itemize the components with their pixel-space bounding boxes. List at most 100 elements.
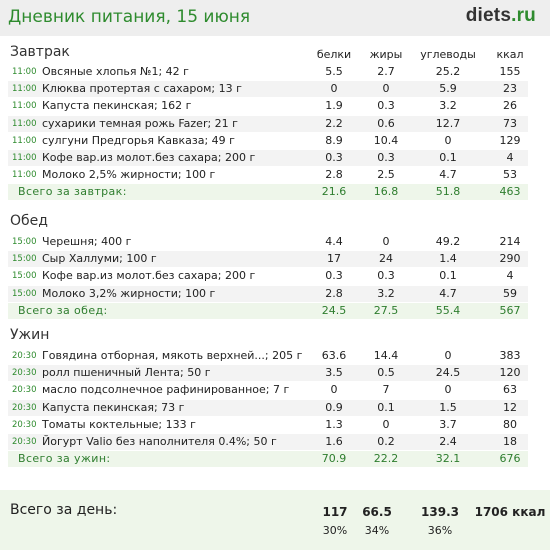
food-row[interactable]: 20:30 Говядина отборная, мякоть верхней..… (8, 348, 528, 364)
site-logo[interactable]: diets.ru (466, 5, 536, 27)
food-time: 11:00 (12, 67, 37, 77)
food-name[interactable]: Кофе вар.из молот.без сахара; 200 г (42, 269, 256, 283)
food-name[interactable]: Овсяные хлопья №1; 42 г (42, 65, 189, 78)
meal-total-kcal: 676 (499, 452, 521, 466)
food-time: 11:00 (12, 170, 37, 181)
food-fat: 0 (382, 235, 390, 248)
food-time: 20:30 (12, 351, 37, 361)
food-protein: 5.5 (325, 65, 343, 78)
food-carbs: 0.1 (439, 151, 457, 164)
food-carbs: 25.2 (435, 65, 461, 78)
food-fat: 24 (379, 252, 393, 266)
meal-total-label: Всего за завтрак: (18, 185, 127, 199)
food-protein: 2.8 (325, 168, 343, 182)
food-time: 20:30 (12, 419, 37, 430)
food-carbs: 24.5 (435, 366, 461, 380)
food-row[interactable]: 11:00 Молоко 2,5% жирности; 100 г 2.8 2.5 4.… (8, 167, 528, 184)
food-carbs: 1.5 (439, 400, 457, 414)
food-row[interactable]: 15:00 Кофе вар.из молот.без сахара; 200 г… (8, 268, 528, 285)
food-name[interactable]: Сыр Халлуми; 100 г (42, 252, 157, 266)
food-kcal: 290 (499, 252, 521, 266)
food-time: 15:00 (12, 237, 37, 247)
food-carbs: 0 (444, 133, 452, 147)
column-header-fat: жиры (369, 48, 403, 61)
food-time: 11:00 (12, 101, 37, 112)
food-protein: 1.6 (325, 435, 343, 448)
food-row[interactable]: 11:00 сулгуни Предгорья Кавказа; 49 г 8.9 1… (8, 132, 528, 149)
food-name[interactable]: Кофе вар.из молот.без сахара; 200 г (42, 151, 256, 164)
day-carbs-percent: 36% (427, 524, 453, 537)
food-protein: 0.3 (325, 151, 343, 164)
page-title: Дневник питания, 15 июня (8, 7, 251, 27)
food-protein: 0.3 (325, 269, 343, 283)
food-name[interactable]: Говядина отборная, мякоть верхней...; 20… (42, 349, 303, 362)
meal-total-carbs: 32.1 (435, 452, 461, 466)
food-fat: 0.1 (377, 400, 395, 414)
food-name[interactable]: Томаты коктельные; 133 г (42, 417, 196, 431)
food-time: 20:30 (12, 385, 37, 396)
food-name[interactable]: сухарики темная рожь Fazer; 21 г (42, 116, 238, 130)
food-row[interactable]: 11:00 Клюква протертая с сахаром; 13 г 0 0 5… (8, 81, 528, 98)
food-row[interactable]: 20:30 масло подсолнечное рафинированное; … (8, 382, 528, 399)
food-kcal: 12 (503, 400, 517, 414)
food-name[interactable]: Молоко 2,5% жирности; 100 г (42, 168, 216, 182)
day-total-protein: 117 (322, 505, 348, 519)
meal-total-row: Всего за обед: 24.5 27.5 55.4 567 (8, 302, 528, 319)
meal-total-kcal: 463 (499, 185, 521, 199)
food-carbs: 3.7 (439, 417, 457, 431)
food-kcal: 120 (499, 366, 521, 380)
food-kcal: 129 (499, 133, 521, 147)
food-time: 15:00 (12, 271, 37, 282)
food-row[interactable]: 20:30 Капуста пекинская; 73 г 0.9 0.1 1.5 12 (8, 399, 528, 416)
food-name[interactable]: Йогурт Valio без наполнителя 0.4%; 50 г (42, 435, 277, 448)
food-fat: 0.3 (377, 99, 395, 113)
food-name[interactable]: ролл пшеничный Лента; 50 г (42, 366, 211, 380)
food-row[interactable]: 15:00 Сыр Халлуми; 100 г 17 24 1.4 290 (8, 251, 528, 268)
food-carbs: 1.4 (439, 252, 457, 266)
food-kcal: 18 (503, 435, 517, 448)
food-protein: 2.8 (325, 286, 343, 300)
food-name[interactable]: Капуста пекинская; 73 г (42, 400, 185, 414)
food-fat: 0.3 (377, 151, 395, 164)
food-carbs: 0 (444, 349, 452, 362)
food-row[interactable]: 11:00 Кофе вар.из молот.без сахара; 200 г… (8, 150, 528, 166)
food-carbs: 3.2 (439, 99, 457, 113)
food-kcal: 383 (499, 349, 521, 362)
food-row[interactable]: 11:00 Капуста пекинская; 162 г 1.9 0.3 3.2 26 (8, 98, 528, 115)
food-name[interactable]: Клюква протертая с сахаром; 13 г (42, 82, 242, 96)
food-time: 11:00 (12, 135, 37, 146)
meal-total-fat: 16.8 (373, 185, 399, 199)
meal-total-fat: 27.5 (373, 303, 399, 317)
food-name[interactable]: Черешня; 400 г (42, 235, 132, 248)
meal-section-title: Завтрак (10, 44, 70, 60)
food-carbs: 0.1 (439, 269, 457, 283)
food-row[interactable]: 20:30 ролл пшеничный Лента; 50 г 3.5 0.5 24.… (8, 365, 528, 382)
food-name[interactable]: сулгуни Предгорья Кавказа; 49 г (42, 133, 235, 147)
food-fat: 3.2 (377, 286, 395, 300)
food-fat: 10.4 (373, 133, 399, 147)
food-fat: 14.4 (373, 349, 399, 362)
food-row[interactable]: 11:00 сухарики темная рожь Fazer; 21 г 2.2… (8, 115, 528, 132)
food-row[interactable]: 20:30 Томаты коктельные; 133 г 1.3 0 3.7 80 (8, 416, 528, 433)
meal-total-protein: 70.9 (321, 452, 347, 466)
meal-section-title: Ужин (10, 327, 50, 343)
food-protein: 1.3 (325, 417, 343, 431)
food-carbs: 0 (444, 383, 452, 397)
food-name[interactable]: Капуста пекинская; 162 г (42, 99, 192, 113)
food-protein: 63.6 (321, 349, 347, 362)
food-row[interactable]: 20:30 Йогурт Valio без наполнителя 0.4%; … (8, 434, 528, 450)
food-protein: 0 (330, 82, 338, 96)
food-name[interactable]: масло подсолнечное рафинированное; 7 г (42, 383, 290, 397)
food-protein: 2.2 (325, 116, 343, 130)
food-protein: 0.9 (325, 400, 343, 414)
food-row[interactable]: 15:00 Молоко 3,2% жирности; 100 г 2.8 3.2 4.… (8, 285, 528, 302)
food-name[interactable]: Молоко 3,2% жирности; 100 г (42, 286, 216, 300)
food-time: 11:00 (12, 153, 37, 163)
food-row[interactable]: 11:00 Овсяные хлопья №1; 42 г 5.5 2.7 25.2 15… (8, 64, 528, 80)
meal-section-title: Обед (10, 213, 48, 229)
day-total-label: Всего за день: (10, 502, 118, 518)
food-kcal: 80 (503, 417, 517, 431)
food-fat: 0.2 (377, 435, 395, 448)
day-fat-percent: 34% (364, 524, 390, 537)
food-row[interactable]: 15:00 Черешня; 400 г 4.4 0 49.2 214 (8, 234, 528, 250)
